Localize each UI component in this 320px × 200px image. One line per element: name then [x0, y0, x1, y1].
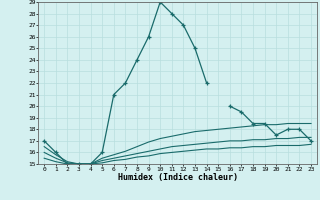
X-axis label: Humidex (Indice chaleur): Humidex (Indice chaleur) [118, 173, 238, 182]
